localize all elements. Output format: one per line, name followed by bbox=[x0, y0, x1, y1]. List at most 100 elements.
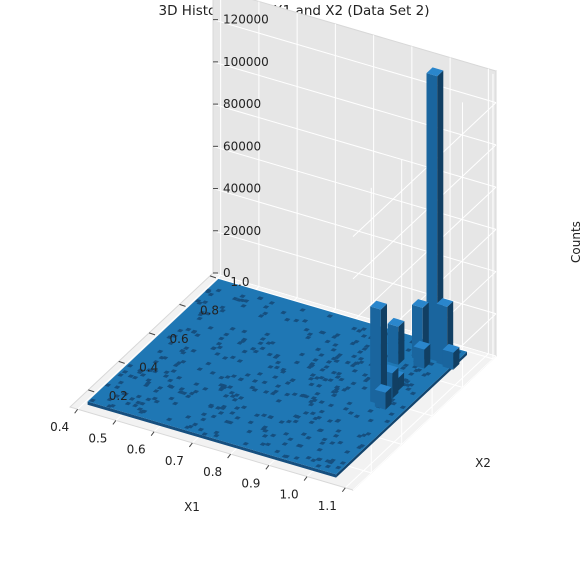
x-tick-label: 0.7 bbox=[165, 454, 184, 468]
floor-speckle bbox=[362, 378, 370, 383]
floor-speckle bbox=[132, 403, 139, 408]
floor-speckle bbox=[335, 465, 342, 470]
x-tick-mark bbox=[303, 476, 308, 481]
floor-speckle bbox=[215, 288, 222, 293]
grid-z-back bbox=[212, 61, 497, 146]
floor-speckle bbox=[117, 380, 125, 385]
floor-speckle bbox=[280, 310, 287, 315]
floor-speckle bbox=[113, 394, 121, 398]
floor-speckle bbox=[213, 433, 220, 438]
floor-speckle bbox=[344, 450, 351, 454]
floor-speckle bbox=[399, 405, 407, 410]
floor-speckle bbox=[166, 417, 173, 422]
floor-speckle bbox=[210, 414, 217, 419]
floor-speckle bbox=[350, 381, 357, 386]
grid-z-left bbox=[352, 102, 497, 238]
floor-speckle bbox=[357, 357, 365, 361]
x-tick-mark bbox=[227, 453, 232, 459]
floor-speckle bbox=[360, 327, 367, 331]
floor-speckle bbox=[122, 392, 129, 396]
bar-top-face bbox=[413, 340, 431, 350]
floor-speckle bbox=[274, 360, 282, 365]
floor-speckle bbox=[175, 361, 183, 365]
floor-speckle bbox=[299, 393, 306, 398]
floor-speckle bbox=[335, 429, 342, 433]
floor-speckle bbox=[428, 362, 435, 366]
bar-side-face bbox=[398, 372, 405, 391]
y-tick-mark bbox=[118, 360, 125, 364]
floor-speckle bbox=[318, 409, 325, 414]
floor-speckle bbox=[409, 391, 417, 396]
floor-speckle bbox=[196, 301, 203, 305]
grid-z-left bbox=[352, 355, 497, 491]
bar-front-face bbox=[442, 349, 454, 370]
floor-speckle bbox=[272, 375, 279, 379]
floor-speckle bbox=[226, 385, 234, 389]
floor-speckle bbox=[194, 299, 202, 303]
floor-speckle bbox=[353, 339, 360, 344]
floor-speckle bbox=[294, 415, 302, 419]
floor-speckle bbox=[313, 376, 321, 380]
floor-speckle bbox=[363, 344, 371, 348]
bar-front-face bbox=[370, 306, 381, 405]
floor-speckle bbox=[240, 304, 247, 308]
grid-x bbox=[345, 353, 489, 489]
floor-speckle bbox=[316, 448, 323, 452]
floor-speckle bbox=[158, 355, 165, 360]
grid-z-back bbox=[212, 19, 497, 104]
x-tick-mark bbox=[341, 487, 346, 493]
floor-speckle bbox=[361, 386, 368, 390]
floor-speckle bbox=[308, 364, 315, 368]
floor-speckle bbox=[334, 375, 341, 379]
floor-speckle bbox=[305, 335, 312, 340]
floor-speckle bbox=[344, 386, 351, 390]
floor-speckle bbox=[332, 343, 339, 347]
floor-speckle bbox=[241, 329, 248, 334]
floor-speckle bbox=[141, 409, 148, 414]
floor-speckle bbox=[151, 396, 158, 401]
floor-speckle bbox=[152, 360, 159, 364]
y-tick-mark bbox=[179, 303, 186, 307]
floor-speckle bbox=[197, 312, 204, 317]
floor-speckle bbox=[242, 442, 249, 446]
floor-speckle bbox=[335, 418, 342, 423]
floor-speckle bbox=[267, 415, 274, 420]
floor-speckle bbox=[326, 314, 334, 318]
bar-side-face bbox=[392, 367, 399, 399]
floor-speckle bbox=[303, 394, 310, 399]
bar-top-face bbox=[387, 317, 405, 327]
floor-speckle bbox=[344, 360, 351, 365]
floor-speckle bbox=[305, 456, 312, 460]
floor-speckle bbox=[311, 398, 318, 403]
floor-speckle bbox=[319, 441, 326, 445]
floor-speckle bbox=[351, 369, 358, 373]
floor-speckle bbox=[162, 374, 170, 378]
floor-front-face bbox=[87, 401, 337, 478]
floor-speckle bbox=[325, 360, 333, 364]
floor-speckle bbox=[273, 365, 281, 370]
floor-speckle bbox=[332, 390, 339, 394]
floor-speckle bbox=[339, 461, 347, 465]
floor-speckle bbox=[252, 349, 260, 354]
bar-front-face bbox=[426, 73, 438, 362]
floor-speckle bbox=[259, 442, 267, 446]
floor-speckle bbox=[207, 292, 215, 297]
floor-speckle bbox=[166, 384, 174, 388]
floor-speckle bbox=[145, 378, 152, 382]
floor-speckle bbox=[284, 381, 292, 385]
floor-speckle bbox=[405, 348, 412, 352]
floor-speckle bbox=[388, 412, 395, 416]
floor-speckle bbox=[215, 406, 222, 410]
floor-speckle bbox=[249, 385, 256, 390]
floor-speckle bbox=[145, 397, 152, 402]
floor-speckle bbox=[145, 368, 153, 372]
floor-speckle bbox=[191, 422, 199, 427]
floor-speckle bbox=[312, 416, 319, 421]
floor-speckle bbox=[314, 392, 321, 396]
floor-speckle bbox=[299, 308, 306, 312]
floor-speckle bbox=[360, 334, 368, 338]
floor-speckle bbox=[272, 355, 279, 359]
floor-speckle bbox=[253, 413, 261, 417]
floor-speckle bbox=[131, 375, 139, 380]
